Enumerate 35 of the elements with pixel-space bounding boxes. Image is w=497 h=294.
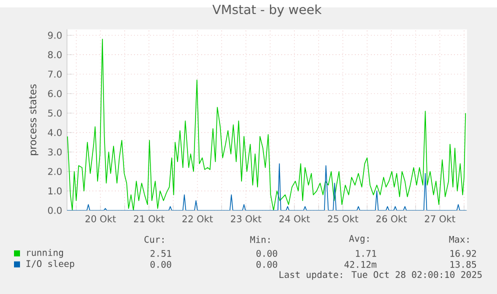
legend-label: running xyxy=(27,248,63,258)
x-tick-label: 24 Okt xyxy=(279,214,310,222)
text: 16.92 xyxy=(450,250,476,257)
x-tick-label: 20 Okt xyxy=(86,214,116,222)
y-tick-label: 6.0 xyxy=(48,90,62,97)
y-tick-label: 5.0 xyxy=(48,109,62,116)
x-tick-label: 27 Okt xyxy=(424,214,456,222)
text: Min: xyxy=(250,236,270,243)
y-tick-label: 9.0 xyxy=(48,32,62,39)
x-tick-label: 26 Okt xyxy=(376,214,407,222)
x-tick-label: 22 Okt xyxy=(182,214,213,222)
text: 42.12m xyxy=(344,260,376,268)
y-axis-title: process states xyxy=(29,84,38,155)
x-tick-label: 23 Okt xyxy=(230,214,262,222)
text: 0.00 xyxy=(256,250,278,257)
legend-label: I/O sleep xyxy=(26,260,74,269)
y-tick-label: 2.0 xyxy=(48,168,62,175)
x-tick-label: 25 Okt xyxy=(328,214,358,222)
text: Cur: xyxy=(144,236,164,243)
text: 0.00 xyxy=(256,260,278,268)
x-tick-label: 21 Okt xyxy=(134,214,164,222)
y-tick-label: 7.0 xyxy=(48,70,62,78)
text: Last update: Tue Oct 28 02:00:10 2025 xyxy=(280,270,482,280)
y-tick-label: 8.0 xyxy=(48,50,62,58)
text: 13.85 xyxy=(450,260,476,268)
text: 2.51 xyxy=(150,250,172,257)
y-tick-label: 3.0 xyxy=(48,148,62,156)
text: 0.00 xyxy=(150,260,172,268)
y-tick-label: 1.0 xyxy=(48,187,62,194)
y-tick-label: 0.0 xyxy=(48,206,62,214)
text: 1.71 xyxy=(356,250,376,257)
y-tick-label: 4.0 xyxy=(48,128,62,136)
chart-title: VMstat - by week xyxy=(212,4,322,17)
text: Avg: xyxy=(349,234,369,244)
text: Max: xyxy=(449,236,469,243)
